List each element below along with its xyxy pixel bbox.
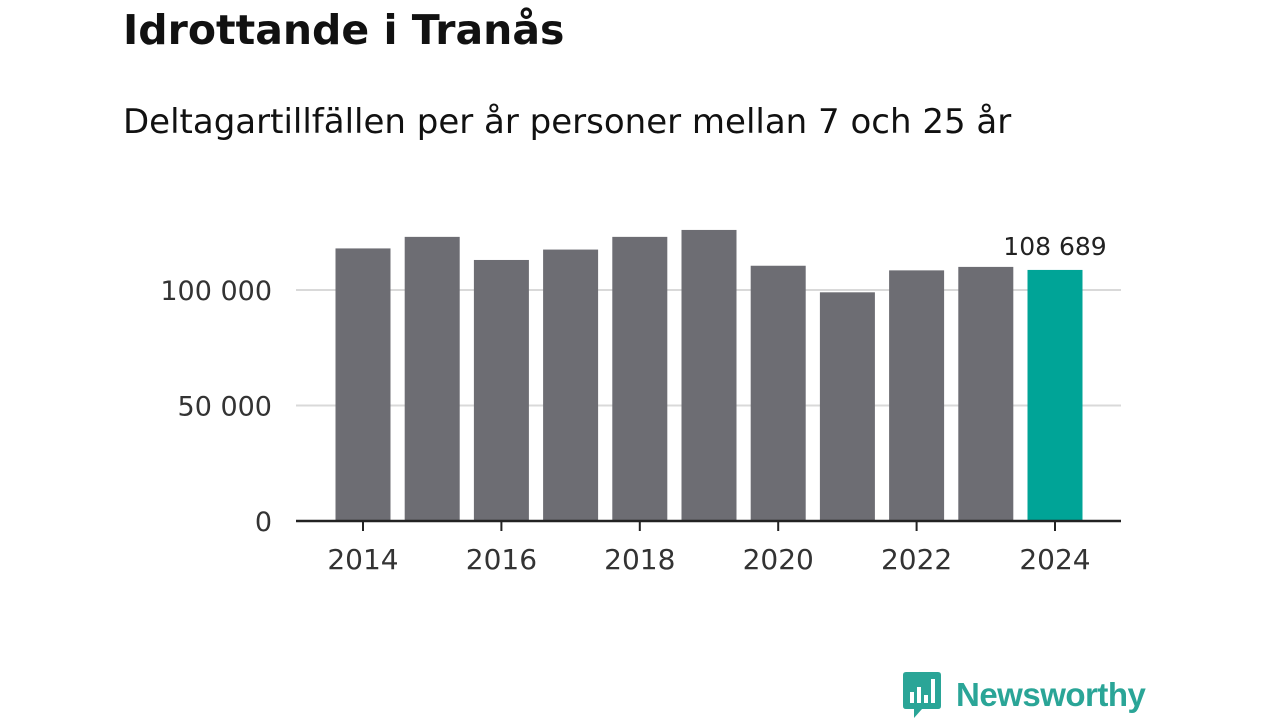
x-tick-label: 2018 (604, 543, 675, 576)
x-tick-label: 2022 (881, 543, 952, 576)
y-tick-label: 0 (255, 507, 272, 538)
bar-2019 (681, 229, 737, 521)
x-tick-label: 2014 (327, 543, 398, 576)
chart-subtitle: Deltagartillfällen per år personer mella… (123, 102, 1012, 142)
bar-2017 (543, 249, 599, 521)
bar-2014 (335, 248, 391, 522)
chart-title: Idrottande i Tranås (123, 6, 565, 54)
x-tick-label: 2020 (743, 543, 814, 576)
bar-2020 (750, 265, 806, 521)
bar-2016 (473, 259, 529, 521)
y-tick-label: 100 000 (160, 276, 272, 307)
bar-2021 (819, 292, 875, 521)
brand-name: Newsworthy (956, 676, 1146, 713)
x-tick-label: 2024 (1019, 543, 1090, 576)
bar-2024 (1027, 269, 1083, 521)
bar-2023 (958, 266, 1014, 521)
bar-2022 (889, 270, 945, 521)
x-tick-label: 2016 (466, 543, 537, 576)
y-tick-label: 50 000 (178, 392, 272, 423)
brand-logo: Newsworthy (902, 670, 1146, 720)
bar-2018 (612, 236, 668, 521)
bar-2015 (404, 236, 460, 521)
newsworthy-logo-icon (903, 672, 941, 718)
data-label: 108 689 (1003, 232, 1106, 261)
